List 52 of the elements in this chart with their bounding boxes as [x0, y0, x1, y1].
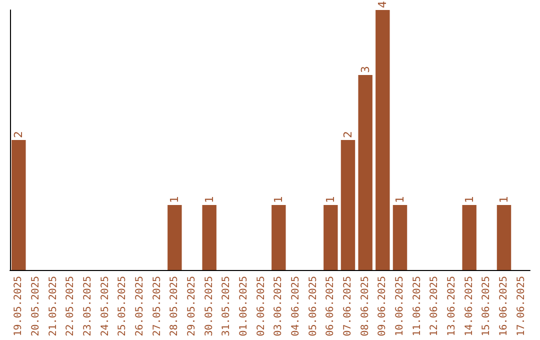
- data-label: 1: [462, 196, 476, 203]
- bar: [376, 10, 390, 270]
- x-tick-label: 08.06.2025: [360, 276, 371, 336]
- x-tick-label: 27.05.2025: [152, 276, 163, 336]
- x-tick-label: 24.05.2025: [100, 276, 111, 336]
- bar: [340, 140, 356, 270]
- bar: [392, 205, 408, 270]
- bar: [168, 205, 182, 270]
- x-tick-label: 12.06.2025: [429, 276, 440, 336]
- data-label: 1: [202, 196, 216, 203]
- data-label: 1: [498, 196, 510, 203]
- x-tick-label: 07.06.2025: [342, 276, 354, 336]
- x-tick-label: 23.05.2025: [82, 276, 94, 336]
- x-tick-label: 31.05.2025: [221, 276, 232, 336]
- bar: [272, 205, 286, 270]
- x-tick-label: 13.06.2025: [446, 276, 458, 336]
- x-tick-label: 22.05.2025: [65, 276, 76, 336]
- bar: [358, 75, 372, 270]
- x-tick-label: 09.06.2025: [377, 276, 388, 336]
- x-tick-label: 17.06.2025: [516, 276, 527, 336]
- x-tick-label: 14.06.2025: [464, 276, 475, 336]
- data-label: 1: [394, 196, 406, 203]
- x-tick-label: 20.05.2025: [30, 276, 42, 336]
- x-tick-label: 11.06.2025: [412, 276, 423, 336]
- x-tick-label: 28.05.2025: [169, 276, 180, 336]
- x-tick-label: 25.05.2025: [117, 276, 128, 336]
- data-label: 3: [358, 66, 372, 73]
- bar: [202, 205, 216, 270]
- data-label: 1: [272, 196, 286, 203]
- x-tick-label: 30.05.2025: [204, 276, 215, 336]
- x-tick-label: 21.05.2025: [48, 276, 59, 336]
- x-tick-label: 02.06.2025: [256, 276, 267, 336]
- x-tick-label: 01.06.2025: [238, 276, 250, 336]
- bar: [324, 205, 338, 270]
- bar: [462, 205, 476, 270]
- x-tick-label: 15.06.2025: [481, 276, 492, 336]
- x-tick-label: 19.05.2025: [13, 276, 24, 336]
- x-tick-label: 04.06.2025: [290, 276, 302, 336]
- x-tick-label: 16.06.2025: [498, 276, 510, 336]
- x-tick-label: 06.06.2025: [325, 276, 336, 336]
- data-label: 2: [12, 131, 26, 138]
- x-tick-label: 26.05.2025: [134, 276, 146, 336]
- bar: [12, 140, 26, 270]
- data-label: 4: [376, 1, 390, 8]
- data-label: 1: [324, 196, 338, 203]
- data-label: 2: [342, 131, 354, 138]
- data-label: 1: [168, 196, 182, 203]
- bar: [496, 205, 512, 270]
- x-tick-label: 03.06.2025: [273, 276, 284, 336]
- x-tick-label: 05.06.2025: [308, 276, 319, 336]
- x-tick-label: 10.06.2025: [394, 276, 406, 336]
- x-tick-label: 29.05.2025: [186, 276, 198, 336]
